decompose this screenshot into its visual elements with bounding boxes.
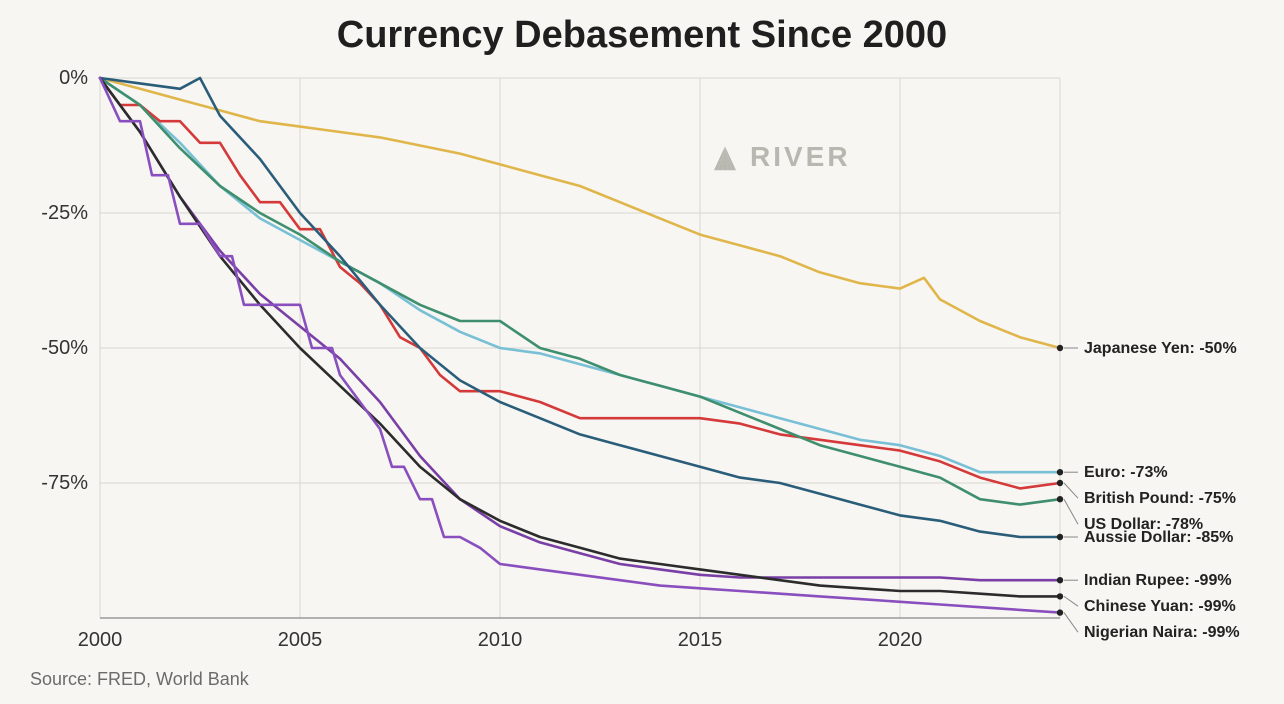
chart-container: Currency Debasement Since 2000 0%-25%-50… xyxy=(0,0,1284,704)
svg-text:2015: 2015 xyxy=(678,629,723,651)
svg-text:-25%: -25% xyxy=(41,202,88,224)
end-label: Japanese Yen: -50% xyxy=(1084,340,1237,357)
end-label: Indian Rupee: -99% xyxy=(1084,572,1232,589)
svg-text:2005: 2005 xyxy=(278,629,323,651)
end-label: Nigerian Naira: -99% xyxy=(1084,624,1240,641)
end-label: British Pound: -75% xyxy=(1084,490,1236,507)
end-label: Chinese Yuan: -99% xyxy=(1084,598,1236,615)
watermark-text: RIVER xyxy=(750,141,851,172)
svg-text:-50%: -50% xyxy=(41,337,88,359)
svg-text:2020: 2020 xyxy=(878,629,923,651)
svg-text:-75%: -75% xyxy=(41,472,88,494)
end-label: Euro: -73% xyxy=(1084,464,1168,481)
line-chart: 0% -25% -50% -75% 2000 2005 2010 2015 2020 RIVER J… xyxy=(0,0,1284,704)
end-label: Aussie Dollar: -85% xyxy=(1084,529,1233,546)
svg-text:0%: 0% xyxy=(59,67,88,89)
svg-text:2010: 2010 xyxy=(478,629,523,651)
svg-text:2000: 2000 xyxy=(78,629,123,651)
source-text: Source: FRED, World Bank xyxy=(30,669,249,690)
